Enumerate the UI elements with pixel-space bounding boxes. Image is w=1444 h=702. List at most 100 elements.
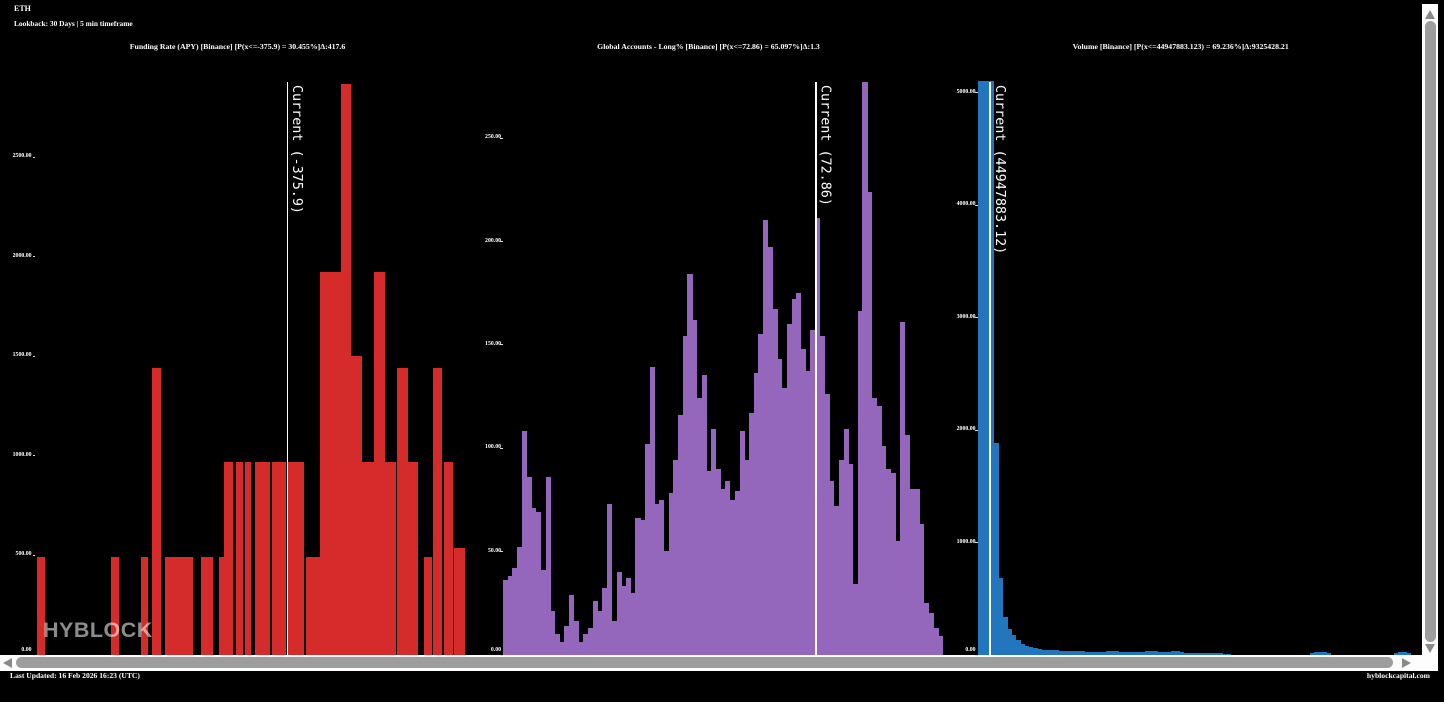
- y-tick-label: 1000.00: [12, 451, 32, 458]
- histogram-bar: [998, 578, 1004, 655]
- volume-histogram: Current (44947883.12): [978, 81, 1422, 655]
- y-tick-label: 5000.00: [956, 88, 976, 95]
- histogram-bar: [668, 493, 674, 655]
- histogram-bar: [654, 503, 660, 655]
- histogram-bar: [928, 613, 934, 655]
- vertical-scrollbar[interactable]: [1422, 4, 1438, 655]
- histogram-bar: [800, 348, 807, 655]
- y-tick-mark: [32, 455, 35, 457]
- y-tick-mark: [500, 447, 503, 449]
- histogram-bar: [1084, 651, 1090, 655]
- histogram-bar: [871, 398, 878, 655]
- histogram-bar: [881, 445, 887, 655]
- histogram-bar: [824, 394, 830, 655]
- histogram-bar: [1050, 650, 1055, 655]
- y-tick-label: 150.00: [485, 340, 501, 347]
- scroll-up-icon[interactable]: [1425, 10, 1435, 19]
- histogram-bar: [1183, 652, 1189, 655]
- histogram-bar: [876, 406, 882, 655]
- histogram-bar: [857, 311, 863, 655]
- histogram-bar: [1054, 650, 1060, 655]
- histogram-bar: [673, 460, 679, 655]
- histogram-bar: [555, 633, 561, 655]
- histogram-bar: [424, 556, 432, 655]
- histogram-bar: [1119, 651, 1124, 655]
- y-tick-label: 50.00: [487, 547, 501, 554]
- histogram-bar: [578, 642, 584, 655]
- histogram-bar: [1046, 649, 1051, 655]
- histogram-bar: [1041, 649, 1047, 655]
- histogram-bar: [583, 633, 589, 655]
- y-tick-label: 2000.00: [956, 426, 976, 433]
- histogram-bar: [545, 476, 551, 655]
- histogram-bar: [1033, 648, 1038, 655]
- histogram-bar: [1063, 650, 1068, 655]
- y-tick-mark: [32, 256, 35, 258]
- funding-rate-chart-title: Funding Rate (APY) [Binance] [P(x<=-375.…: [129, 42, 346, 51]
- histogram-bar: [1071, 651, 1077, 655]
- histogram-bar: [559, 642, 565, 655]
- histogram-bar: [550, 611, 556, 655]
- histogram-bar: [1162, 652, 1167, 655]
- histogram-bar: [320, 272, 342, 655]
- horizontal-scrollbar[interactable]: [0, 654, 1438, 671]
- histogram-bar: [715, 468, 721, 655]
- histogram-bar: [706, 470, 712, 655]
- histogram-bar: [1209, 653, 1215, 655]
- histogram-bar: [786, 323, 792, 655]
- long-percent-chart-title: Global Accounts - Long% [Binance] [P(x<=…: [597, 42, 820, 51]
- y-tick-mark: [500, 551, 503, 553]
- histogram-bar: [938, 635, 944, 655]
- current-value-line: [815, 82, 817, 655]
- histogram-bar: [1398, 651, 1403, 655]
- histogram-bar: [905, 435, 911, 655]
- histogram-bar: [224, 462, 234, 655]
- histogram-bar: [443, 462, 453, 655]
- histogram-bar: [1318, 651, 1323, 655]
- histogram-bar: [1003, 616, 1008, 655]
- histogram-bar: [607, 503, 613, 655]
- current-value-label: Current (72.86): [817, 85, 833, 206]
- long-percent-histogram: Current (72.86): [503, 82, 948, 655]
- histogram-bar: [1020, 643, 1025, 655]
- scroll-left-icon[interactable]: [3, 657, 12, 668]
- histogram-bar: [1132, 652, 1137, 655]
- histogram-bar: [111, 556, 120, 655]
- histogram-bar: [36, 556, 45, 655]
- vertical-scrollbar-thumb[interactable]: [1424, 21, 1436, 642]
- histogram-bar: [886, 468, 892, 655]
- last-updated-label: Last Updated: 16 Feb 2026 16:23 (UTC): [10, 671, 140, 680]
- histogram-bar: [848, 464, 854, 655]
- histogram-bar: [573, 621, 580, 655]
- histogram-bar: [640, 520, 646, 655]
- y-tick-label: 200.00: [485, 237, 501, 244]
- histogram-bar: [1127, 652, 1133, 655]
- horizontal-scrollbar-thumb[interactable]: [16, 657, 1393, 668]
- histogram-bar: [1106, 651, 1111, 655]
- histogram-bar: [588, 627, 594, 655]
- histogram-bar: [796, 292, 802, 655]
- histogram-bar: [1028, 647, 1034, 655]
- scroll-right-icon[interactable]: [1402, 657, 1411, 668]
- histogram-bar: [1179, 652, 1184, 655]
- funding-rate-histogram: Current (-375.9): [36, 82, 467, 655]
- histogram-bar: [682, 336, 688, 655]
- histogram-bar: [678, 414, 684, 655]
- scroll-down-icon[interactable]: [1425, 644, 1435, 653]
- histogram-bar: [748, 412, 755, 655]
- histogram-bar: [838, 460, 844, 655]
- histogram-bar: [867, 191, 873, 655]
- histogram-bar: [140, 556, 149, 655]
- histogram-bar: [254, 462, 270, 655]
- histogram-bar: [597, 611, 603, 655]
- website-link[interactable]: hyblockcapital.com: [1366, 671, 1430, 680]
- y-tick-mark: [975, 654, 978, 656]
- y-tick-mark: [500, 137, 503, 139]
- histogram-bar: [758, 334, 764, 655]
- histogram-bar: [616, 571, 622, 655]
- histogram-bar: [1024, 645, 1030, 655]
- y-tick-label: 500.00: [15, 551, 32, 558]
- histogram-bar: [165, 556, 194, 655]
- histogram-bar: [853, 584, 859, 655]
- histogram-bar: [1101, 651, 1107, 655]
